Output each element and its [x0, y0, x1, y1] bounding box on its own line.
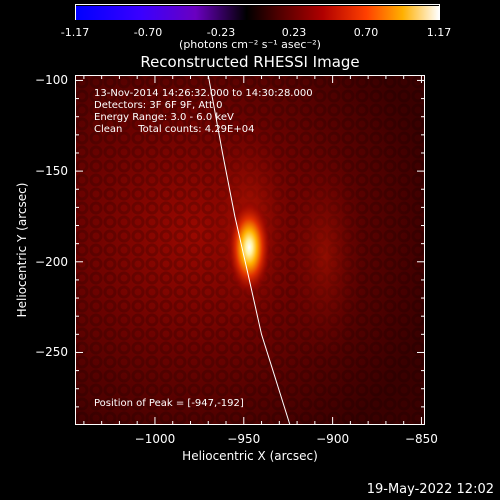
x-tick-label: −1000 — [134, 432, 176, 446]
colorbar-tick: 0.23 — [281, 26, 307, 39]
colorbar-tick: -0.70 — [133, 26, 163, 39]
colorbar-tick: 1.17 — [426, 26, 452, 39]
colorbar — [75, 4, 440, 20]
y-tick-label: −150 — [35, 164, 68, 179]
info-detectors: Detectors: 3F 6F 9F, Att 0 — [94, 100, 223, 111]
flare-source — [227, 199, 272, 296]
x-tick-label: −850 — [404, 432, 438, 446]
colorbar-tick: -0.23 — [206, 26, 236, 39]
colorbar-tick: 0.70 — [353, 26, 379, 39]
info-total-counts: Clean Total counts: 4.29E+04 — [94, 124, 255, 135]
x-axis-label: Heliocentric X (arcsec) — [182, 449, 318, 463]
y-tick-label: −250 — [35, 345, 68, 360]
x-tick-label: −950 — [227, 432, 261, 446]
info-energy-range: Energy Range: 3.0 - 6.0 keV — [94, 112, 234, 123]
peak-position-label: Position of Peak = [-947,-192] — [94, 398, 244, 409]
colorbar-units: (photons cm⁻² s⁻¹ asec⁻²) — [179, 38, 321, 51]
secondary-emission — [285, 145, 365, 365]
y-tick-label: −200 — [35, 254, 68, 269]
solar-limb-line — [207, 75, 291, 425]
y-tick-label: −100 — [35, 73, 68, 88]
colorbar-gradient — [76, 6, 439, 20]
chart-title: Reconstructed RHESSI Image — [140, 53, 360, 71]
plot-area — [75, 75, 425, 425]
x-tick-label: −900 — [316, 432, 350, 446]
y-axis-label: Heliocentric Y (arcsec) — [15, 182, 29, 318]
info-time-range: 13-Nov-2014 14:26:32.000 to 14:30:28.000 — [94, 88, 313, 99]
axis-ticks — [75, 75, 425, 425]
plot-frame — [75, 75, 425, 425]
footer-date: 19-May-2022 12:02 — [366, 482, 494, 497]
colorbar-tick: -1.17 — [60, 26, 90, 39]
